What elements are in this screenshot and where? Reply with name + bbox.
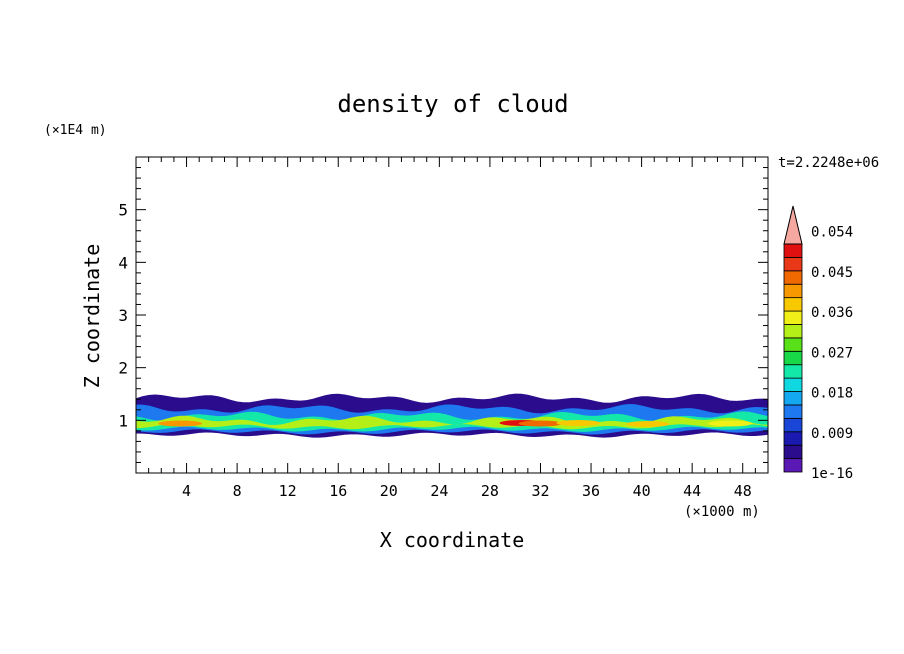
y-tick-label: 5 [118,201,128,220]
x-axis-ticks: 4 8 12 16 20 24 28 32 36 40 44 48 [148,157,756,500]
colorbar-swatch [783,417,803,433]
colorbar-label: 0.009 [811,426,853,442]
y-axis-label: Z coordinate [80,244,104,389]
y-tick-label: 1 [118,411,128,430]
colorbar-swatch [783,364,803,379]
y-tick-label: 3 [118,306,128,325]
field-hotspot [518,420,563,427]
colorbar-swatch [783,444,803,459]
y-unit-label: (×1E4 m) [44,123,107,138]
colorbar-swatch [783,458,803,473]
colorbar-swatch [783,297,803,312]
colorbar-label: 0.054 [811,225,853,241]
colorbar-swatch [783,337,803,352]
field-hotspot [625,421,670,428]
x-tick-label: 8 [233,482,242,500]
colorbar-label: 0.027 [811,345,853,361]
x-tick-label: 12 [279,482,297,500]
colorbar-swatch [783,283,803,299]
colorbar-swatch [783,270,803,285]
colorbar-label: 0.045 [811,265,853,281]
colorbar-swatch [783,310,803,325]
colorbar-swatch [783,377,803,392]
density-field [136,393,768,438]
x-tick-label: 4 [182,482,191,500]
x-tick-label: 28 [481,482,499,500]
time-label: t=2.2248e+06 [778,155,879,171]
colorbar-swatch [783,350,803,366]
field-hotspot [708,420,753,427]
colorbar-extend-arrow [783,205,803,245]
colorbar-swatch [783,324,803,339]
y-tick-label: 4 [118,253,128,272]
colorbar-swatch [783,404,803,419]
x-tick-label: 16 [329,482,347,500]
colorbar: 1e-16 0.009 0.018 0.027 0.036 0.045 0.054 [783,205,853,482]
x-tick-label: 44 [683,482,701,500]
chart-title: density of cloud [337,90,568,118]
colorbar-swatch [783,257,803,272]
colorbar-swatch [783,391,803,406]
colorbar-label: 0.036 [811,305,853,321]
y-axis-ticks: 1 2 3 4 5 [118,167,768,463]
field-band [136,415,768,430]
x-tick-label: 32 [531,482,549,500]
colorbar-swatch [783,243,803,258]
x-tick-label: 48 [734,482,752,500]
x-tick-label: 20 [380,482,398,500]
field-hotspot [556,419,601,426]
colorbar-label: 0.018 [811,386,853,402]
x-tick-label: 24 [430,482,448,500]
x-axis-label: X coordinate [380,528,525,552]
x-unit-label: (×1000 m) [684,504,760,520]
colorbar-swatch [783,431,803,446]
y-tick-label: 2 [118,359,128,378]
colorbar-label: 1e-16 [811,466,853,482]
field-hotspot [158,420,203,427]
x-tick-label: 36 [582,482,600,500]
x-tick-label: 40 [633,482,651,500]
